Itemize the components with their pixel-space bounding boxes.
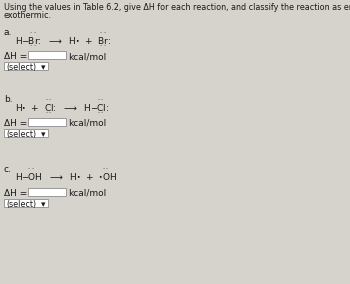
Text: kcal/mol: kcal/mol	[68, 189, 106, 198]
Text: (select): (select)	[6, 130, 36, 139]
Text: ▾: ▾	[41, 130, 46, 139]
Text: c.: c.	[4, 165, 12, 174]
FancyBboxPatch shape	[28, 188, 66, 196]
Text: Using the values in Table 6.2, give ΔH for each reaction, and classify the react: Using the values in Table 6.2, give ΔH f…	[4, 3, 350, 12]
Text: H$-\!\overset{\cdot\cdot}{\underset{\cdot\cdot}{\rm Br}}$:  $\longrightarrow$  H: H$-\!\overset{\cdot\cdot}{\underset{\cdo…	[15, 31, 112, 47]
Text: ΔH =: ΔH =	[4, 52, 27, 61]
Text: ▾: ▾	[41, 200, 46, 209]
Text: b.: b.	[4, 95, 13, 104]
FancyBboxPatch shape	[4, 199, 48, 207]
FancyBboxPatch shape	[4, 129, 48, 137]
Text: kcal/mol: kcal/mol	[68, 119, 106, 128]
FancyBboxPatch shape	[28, 118, 66, 126]
FancyBboxPatch shape	[4, 62, 48, 70]
Text: H$-\!\overset{\cdot\cdot}{\rm O}$H  $\longrightarrow$  H$\boldsymbol{\cdot}$  + : H$-\!\overset{\cdot\cdot}{\rm O}$H $\lon…	[15, 168, 117, 183]
Text: (select): (select)	[6, 200, 36, 209]
FancyBboxPatch shape	[28, 51, 66, 59]
Text: ΔH =: ΔH =	[4, 119, 27, 128]
Text: ΔH =: ΔH =	[4, 189, 27, 198]
Text: ▾: ▾	[41, 63, 46, 72]
Text: kcal/mol: kcal/mol	[68, 52, 106, 61]
Text: H$\boldsymbol{\cdot}$  +  $\overset{\cdot\cdot}{\underset{\cdot\cdot}{\rm Cl}}$:: H$\boldsymbol{\cdot}$ + $\overset{\cdot\…	[15, 98, 109, 114]
Text: a.: a.	[4, 28, 12, 37]
Text: exothermic.: exothermic.	[4, 11, 52, 20]
Text: (select): (select)	[6, 63, 36, 72]
